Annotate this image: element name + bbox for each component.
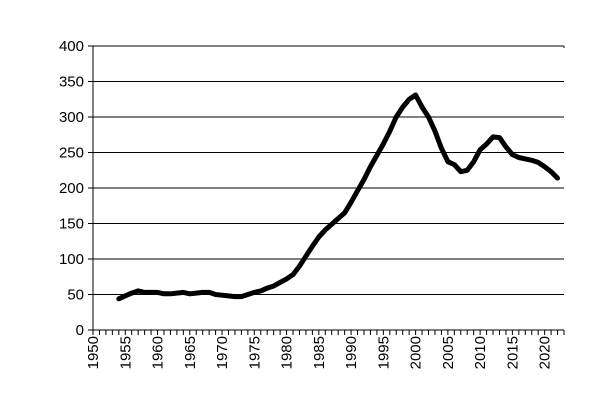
x-tick-label: 1985 bbox=[311, 336, 328, 369]
x-tick-label: 1970 bbox=[214, 336, 231, 369]
y-tick-label: 250 bbox=[59, 145, 84, 162]
x-tick-label: 1955 bbox=[117, 336, 134, 369]
x-tick-label: 1960 bbox=[150, 336, 167, 369]
y-tick-label: 100 bbox=[59, 251, 84, 268]
x-tick-label: 1965 bbox=[182, 336, 199, 369]
x-tick-label: 1995 bbox=[375, 336, 392, 369]
x-tick-label: 1975 bbox=[246, 336, 263, 369]
series-lines bbox=[116, 92, 560, 302]
x-tick-label: 2010 bbox=[472, 336, 489, 369]
y-tick-label: 350 bbox=[59, 74, 84, 91]
x-tick-label: 1950 bbox=[85, 336, 102, 369]
y-tick-label: 50 bbox=[67, 287, 84, 304]
y-tick-label: 400 bbox=[59, 38, 84, 55]
series-line bbox=[116, 92, 560, 302]
x-tick-label: 2000 bbox=[408, 336, 425, 369]
x-tick-label: 2005 bbox=[440, 336, 457, 369]
x-tick-label: 2015 bbox=[504, 336, 521, 369]
y-tick-labels: 0 50 100 150 200 250 300 350 400 bbox=[59, 38, 84, 339]
gridlines bbox=[93, 45, 564, 295]
axes bbox=[88, 45, 565, 335]
y-tick-label: 0 bbox=[76, 322, 84, 339]
x-tick-label: 2020 bbox=[537, 336, 554, 369]
y-tick-label: 150 bbox=[59, 216, 84, 233]
x-tick-labels: 1950 1955 1960 1965 1970 1975 1980 1985 1990 1995… bbox=[85, 336, 554, 369]
x-tick-label: 1980 bbox=[279, 336, 296, 369]
y-tick-label: 300 bbox=[59, 109, 84, 126]
x-tick-label: 1990 bbox=[343, 336, 360, 369]
y-tick-label: 200 bbox=[59, 180, 84, 197]
